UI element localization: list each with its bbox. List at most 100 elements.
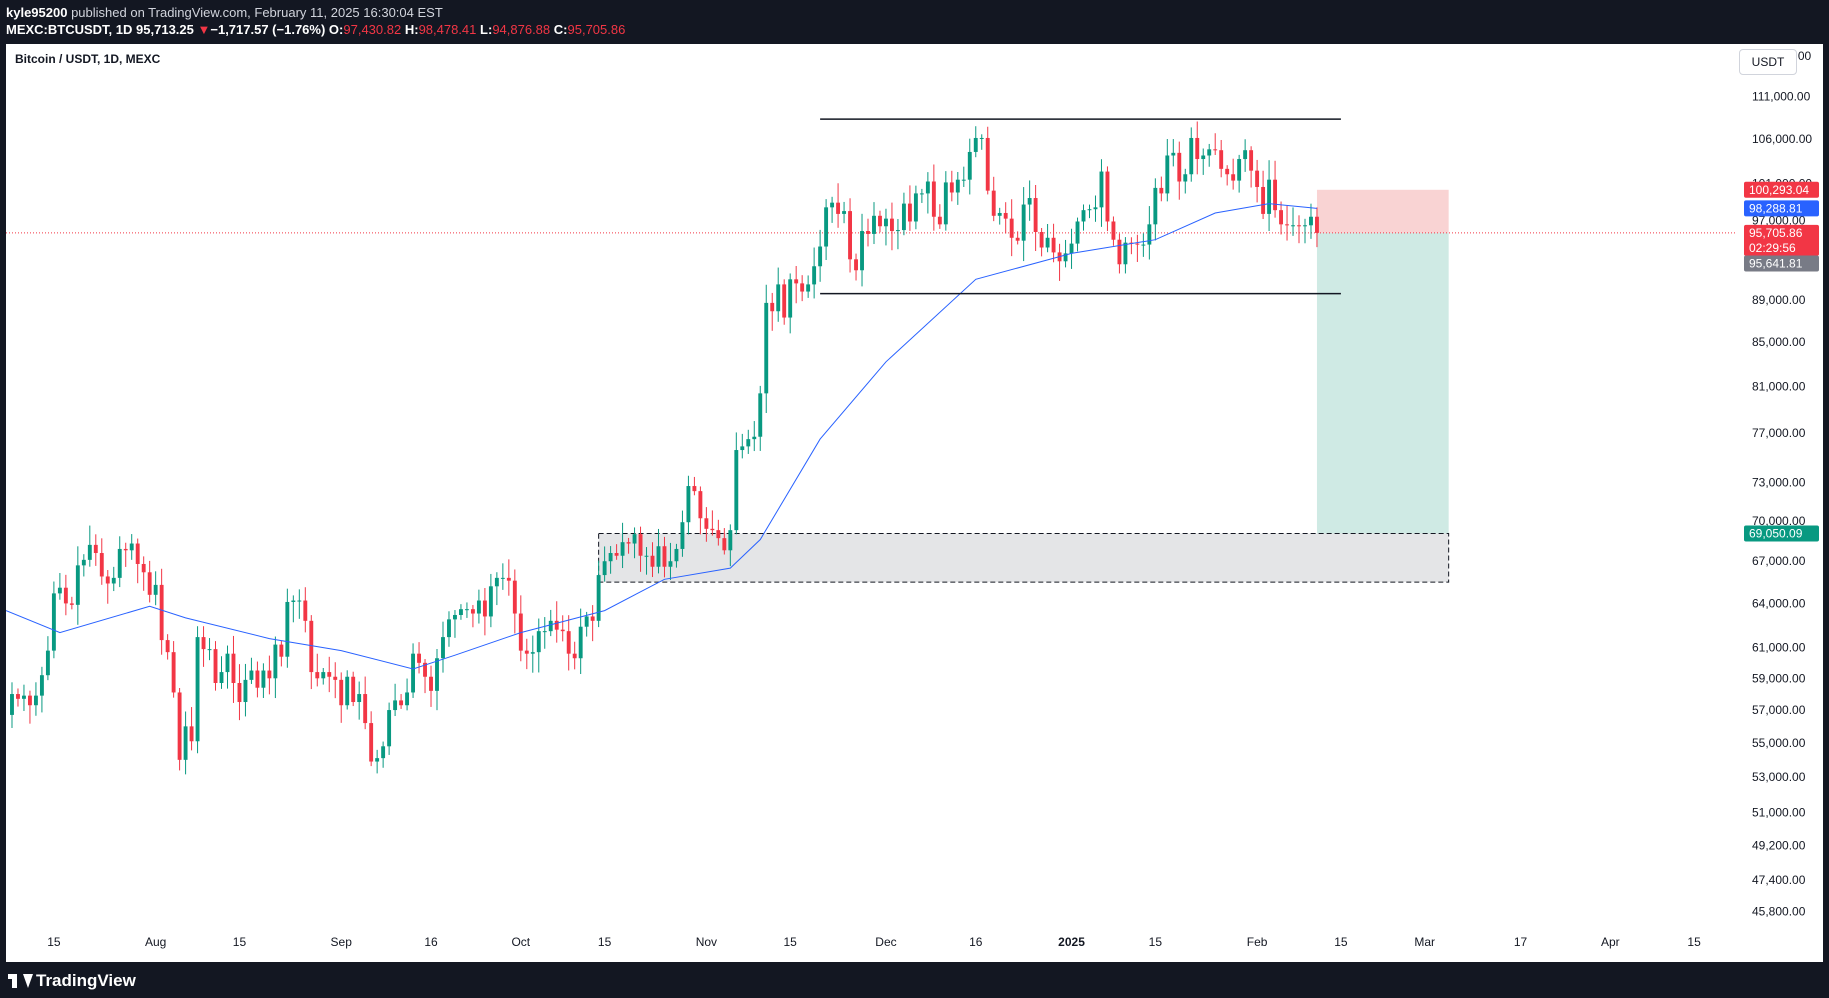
candle-body xyxy=(1141,244,1146,246)
candle-body xyxy=(740,446,745,451)
candle-body xyxy=(536,631,541,653)
candle-body xyxy=(872,215,876,234)
chart-panel[interactable]: 116,000.00111,000.00106,000.00101,000.00… xyxy=(6,44,1823,962)
candle-body xyxy=(309,620,314,673)
candle-body xyxy=(530,652,535,654)
last-price: 95,713.25 xyxy=(136,22,194,37)
high-value: 98,478.41 xyxy=(418,22,477,37)
y-tick-label: 77,000.00 xyxy=(1752,426,1806,440)
candle-body xyxy=(919,193,924,195)
candle-body xyxy=(369,723,374,762)
open-value: 97,430.82 xyxy=(343,22,402,37)
published-text: published on TradingView.com, February 1… xyxy=(67,5,443,20)
candle-body xyxy=(1003,212,1008,219)
candle-body xyxy=(33,695,38,706)
x-tick-label: Nov xyxy=(696,935,717,949)
x-tick-label: 15 xyxy=(1687,935,1701,949)
candle-body xyxy=(746,439,751,447)
candle-body xyxy=(985,137,990,191)
candle-body xyxy=(1105,171,1110,222)
last-price-badge xyxy=(1744,224,1819,256)
candle-body xyxy=(602,561,607,576)
candle-body xyxy=(1009,218,1014,238)
y-tick-label: 70,000.00 xyxy=(1752,514,1806,528)
candle-body xyxy=(842,211,847,214)
candle-body xyxy=(806,284,811,292)
candle-body xyxy=(159,584,164,641)
candle-body xyxy=(1117,239,1122,265)
x-tick-label: 15 xyxy=(47,935,61,949)
candle-body xyxy=(219,672,224,683)
candle-body xyxy=(967,151,972,180)
candle-body xyxy=(512,580,517,614)
candle-body xyxy=(692,486,697,492)
entry-price-badge xyxy=(1744,255,1819,272)
currency-button[interactable]: USDT xyxy=(1739,49,1797,75)
chart-title: Bitcoin / USDT, 1D, MEXC xyxy=(15,52,161,66)
candle-body xyxy=(901,203,906,231)
candle-body xyxy=(818,246,823,267)
candle-body xyxy=(63,587,68,604)
y-tick-label: 57,000.00 xyxy=(1752,703,1806,717)
candle-body xyxy=(848,211,852,260)
candle-body xyxy=(45,650,50,676)
candle-body xyxy=(1195,137,1200,160)
candle-body xyxy=(560,629,565,632)
x-tick-label: Mar xyxy=(1414,935,1435,949)
candle-body xyxy=(542,631,547,633)
candle-body xyxy=(716,530,721,539)
x-tick-label: Sep xyxy=(331,935,353,949)
candle-body xyxy=(590,616,595,621)
candle-body xyxy=(27,695,32,706)
candle-body xyxy=(860,231,864,271)
low-label: L: xyxy=(480,22,493,37)
author-name[interactable]: kyle95200 xyxy=(6,5,68,20)
candle-body xyxy=(1123,242,1128,265)
candle-body xyxy=(1267,179,1272,214)
candle-body xyxy=(207,649,212,651)
candle-body xyxy=(1177,152,1182,182)
candle-body xyxy=(704,518,709,529)
candle-body xyxy=(955,179,960,193)
candle-body xyxy=(1027,198,1032,205)
tradingview-logo[interactable]: TradingView xyxy=(8,971,136,991)
candle-body xyxy=(399,700,404,706)
candle-body xyxy=(913,193,918,222)
candle-body xyxy=(123,548,128,551)
close-value: 95,705.86 xyxy=(567,22,626,37)
candle-body xyxy=(656,546,661,567)
candle-body xyxy=(201,637,206,650)
target-price-badge xyxy=(1744,525,1819,542)
target-price-badge-label: 69,050.09 xyxy=(1749,526,1803,540)
candle-body xyxy=(255,670,260,688)
candle-body xyxy=(75,565,80,605)
candle-body xyxy=(782,284,787,318)
price-chart[interactable]: 116,000.00111,000.00106,000.00101,000.00… xyxy=(6,44,1823,962)
publication-header: kyle95200 published on TradingView.com, … xyxy=(0,0,1829,44)
candle-body xyxy=(752,436,757,440)
candle-body xyxy=(506,577,511,581)
candle-body xyxy=(10,694,14,715)
candle-body xyxy=(1255,170,1260,187)
candle-body xyxy=(327,672,332,677)
candle-body xyxy=(321,672,326,679)
candle-body xyxy=(111,577,116,584)
candle-body xyxy=(566,631,571,654)
y-tick-label: 47,400.00 xyxy=(1752,873,1806,887)
candle-body xyxy=(279,644,284,657)
candle-body xyxy=(237,682,242,703)
candle-body xyxy=(1015,237,1020,241)
candle-body xyxy=(973,137,978,152)
candle-body xyxy=(39,675,44,696)
candle-body xyxy=(405,692,410,706)
candle-body xyxy=(1039,231,1044,248)
candle-body xyxy=(453,614,457,620)
candle-body xyxy=(1279,210,1283,225)
candle-body xyxy=(273,644,278,679)
candle-body xyxy=(165,640,170,653)
candle-body xyxy=(1219,150,1224,169)
candle-body xyxy=(907,203,912,222)
candle-body xyxy=(195,637,200,742)
tradingview-logo-icon xyxy=(8,974,33,988)
candle-body xyxy=(459,609,463,615)
